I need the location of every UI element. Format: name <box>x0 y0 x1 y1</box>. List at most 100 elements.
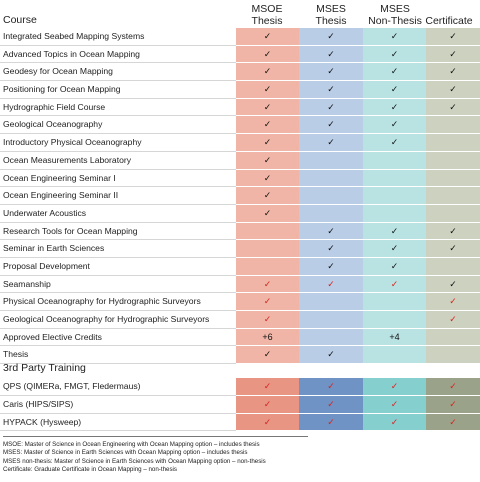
mses-non-thesis-cell: ✓ <box>363 413 426 432</box>
course-name: Geological Oceanography <box>0 116 236 135</box>
mses-thesis-cell: ✓ <box>299 81 363 99</box>
certificate-cell: ✓ <box>426 395 480 414</box>
mses-thesis-cell: ✓ <box>299 134 363 152</box>
table-row: Hydrographic Field Course ✓ ✓ ✓ ✓ <box>0 98 480 117</box>
course-name: Thesis <box>0 346 236 365</box>
certificate-cell: ✓ <box>426 275 480 294</box>
course-name: Caris (HIPS/SIPS) <box>0 396 236 414</box>
mses-thesis-cell: ✓ <box>299 395 363 414</box>
table-row: Integrated Seabed Mapping Systems ✓ ✓ ✓ ✓ <box>0 28 480 46</box>
msoe-thesis-cell: ✓ <box>236 116 299 135</box>
table-row: Proposal Development ✓ ✓ <box>0 257 480 276</box>
mses-thesis-cell: ✓ <box>299 275 363 294</box>
mses-thesis-cell: ✓ <box>299 98 363 117</box>
msoe-thesis-cell <box>236 222 299 241</box>
table-row: Seminar in Earth Sciences ✓ ✓ ✓ <box>0 240 480 258</box>
mses-thesis-cell: ✓ <box>299 346 363 365</box>
mses-non-thesis-header: MSES Non-Thesis <box>368 3 422 27</box>
mses-thesis-cell: ✓ <box>299 28 363 46</box>
table-row: Advanced Topics in Ocean Mapping ✓ ✓ ✓ ✓ <box>0 45 480 64</box>
certificate-cell: ✓ <box>426 240 480 258</box>
mses-non-thesis-cell <box>363 187 426 205</box>
table-row: Geological Oceanography ✓ ✓ ✓ <box>0 116 480 135</box>
mses-non-thesis-cell: +4 <box>363 328 426 347</box>
legend-line: MSOE: Master of Science in Ocean Enginee… <box>3 441 260 448</box>
msoe-thesis-cell: ✓ <box>236 275 299 294</box>
msoe-thesis-cell: ✓ <box>236 151 299 170</box>
msoe-thesis-cell: ✓ <box>236 169 299 188</box>
course-name: Geodesy for Ocean Mapping <box>0 63 236 82</box>
mses-non-thesis-cell: ✓ <box>363 81 426 99</box>
course-name: QPS (QIMERa, FMGT, Fledermaus) <box>0 378 236 396</box>
course-name: Ocean Engineering Seminar II <box>0 187 236 205</box>
certificate-cell <box>426 134 480 152</box>
course-name: Positioning for Ocean Mapping <box>0 81 236 99</box>
msoe-thesis-cell: ✓ <box>236 81 299 99</box>
course-table: Integrated Seabed Mapping Systems ✓ ✓ ✓ ✓ Adv… <box>0 28 480 365</box>
mses-thesis-cell: ✓ <box>299 116 363 135</box>
table-row: Research Tools for Ocean Mapping ✓ ✓ ✓ <box>0 222 480 241</box>
msoe-thesis-cell: ✓ <box>236 45 299 64</box>
table-row: Introductory Physical Oceanography ✓ ✓ ✓ <box>0 134 480 152</box>
mses-thesis-cell: ✓ <box>299 240 363 258</box>
msoe-thesis-cell: ✓ <box>236 28 299 46</box>
certificate-cell: ✓ <box>426 28 480 46</box>
mses-thesis-cell <box>299 204 363 223</box>
msoe-thesis-cell: ✓ <box>236 413 299 432</box>
table-row: Geological Oceanography for Hydrographic… <box>0 311 480 329</box>
mses-thesis-cell <box>299 293 363 311</box>
mses-non-thesis-cell: ✓ <box>363 222 426 241</box>
third-party-table: QPS (QIMERa, FMGT, Fledermaus) ✓ ✓ ✓ ✓ Caris … <box>0 378 480 432</box>
table-row: Ocean Measurements Laboratory ✓ <box>0 151 480 170</box>
mses-non-thesis-cell: ✓ <box>363 378 426 396</box>
course-name: Integrated Seabed Mapping Systems <box>0 28 236 46</box>
certificate-header: Certificate <box>425 15 473 27</box>
course-name: Ocean Measurements Laboratory <box>0 152 236 170</box>
table-header: Course MSOE Thesis MSES Thesis MSES Non-… <box>0 0 480 28</box>
table-row: Ocean Engineering Seminar II ✓ <box>0 187 480 205</box>
mses-thesis-cell <box>299 187 363 205</box>
mses-non-thesis-cell <box>363 204 426 223</box>
legend-line: MSES non-thesis: Master of Science in Ea… <box>3 457 266 465</box>
certificate-cell <box>426 204 480 223</box>
mses-thesis-cell <box>299 169 363 188</box>
mses-thesis-cell: ✓ <box>299 257 363 276</box>
certificate-cell <box>426 257 480 276</box>
certificate-cell <box>426 328 480 347</box>
course-name: Introductory Physical Oceanography <box>0 134 236 152</box>
msoe-thesis-header: MSOE Thesis <box>251 3 283 27</box>
certificate-cell: ✓ <box>426 98 480 117</box>
course-name: Seminar in Earth Sciences <box>0 240 236 258</box>
certificate-cell <box>426 346 480 365</box>
mses-non-thesis-cell: ✓ <box>363 28 426 46</box>
course-name: Physical Oceanography for Hydrographic S… <box>0 293 236 311</box>
mses-thesis-header: MSES Thesis <box>315 3 347 27</box>
mses-non-thesis-cell: ✓ <box>363 63 426 82</box>
course-name: Geological Oceanography for Hydrographic… <box>0 311 236 329</box>
course-name: Proposal Development <box>0 258 236 276</box>
msoe-thesis-cell: ✓ <box>236 293 299 311</box>
msoe-thesis-cell: ✓ <box>236 378 299 396</box>
course-name: Advanced Topics in Ocean Mapping <box>0 46 236 64</box>
table-row: HYPACK (Hysweep) ✓ ✓ ✓ ✓ <box>0 413 480 432</box>
msoe-thesis-cell: ✓ <box>236 346 299 365</box>
certificate-cell: ✓ <box>426 45 480 64</box>
certificate-cell: ✓ <box>426 293 480 311</box>
third-party-section-title: 3rd Party Training <box>3 362 86 374</box>
mses-thesis-cell: ✓ <box>299 63 363 82</box>
mses-non-thesis-cell: ✓ <box>363 98 426 117</box>
msoe-thesis-cell: ✓ <box>236 134 299 152</box>
table-row: Physical Oceanography for Hydrographic S… <box>0 293 480 311</box>
msoe-thesis-cell: ✓ <box>236 98 299 117</box>
certificate-cell: ✓ <box>426 63 480 82</box>
course-name: HYPACK (Hysweep) <box>0 414 236 432</box>
msoe-thesis-cell: ✓ <box>236 311 299 329</box>
mses-non-thesis-cell: ✓ <box>363 45 426 64</box>
legend: MSOE: Master of Science in Ocean Enginee… <box>3 441 266 474</box>
table-row: Ocean Engineering Seminar I ✓ <box>0 169 480 188</box>
mses-thesis-cell: ✓ <box>299 378 363 396</box>
mses-thesis-cell <box>299 151 363 170</box>
table-row: Thesis ✓ ✓ <box>0 346 480 365</box>
msoe-thesis-cell <box>236 257 299 276</box>
table-row: Positioning for Ocean Mapping ✓ ✓ ✓ ✓ <box>0 81 480 99</box>
